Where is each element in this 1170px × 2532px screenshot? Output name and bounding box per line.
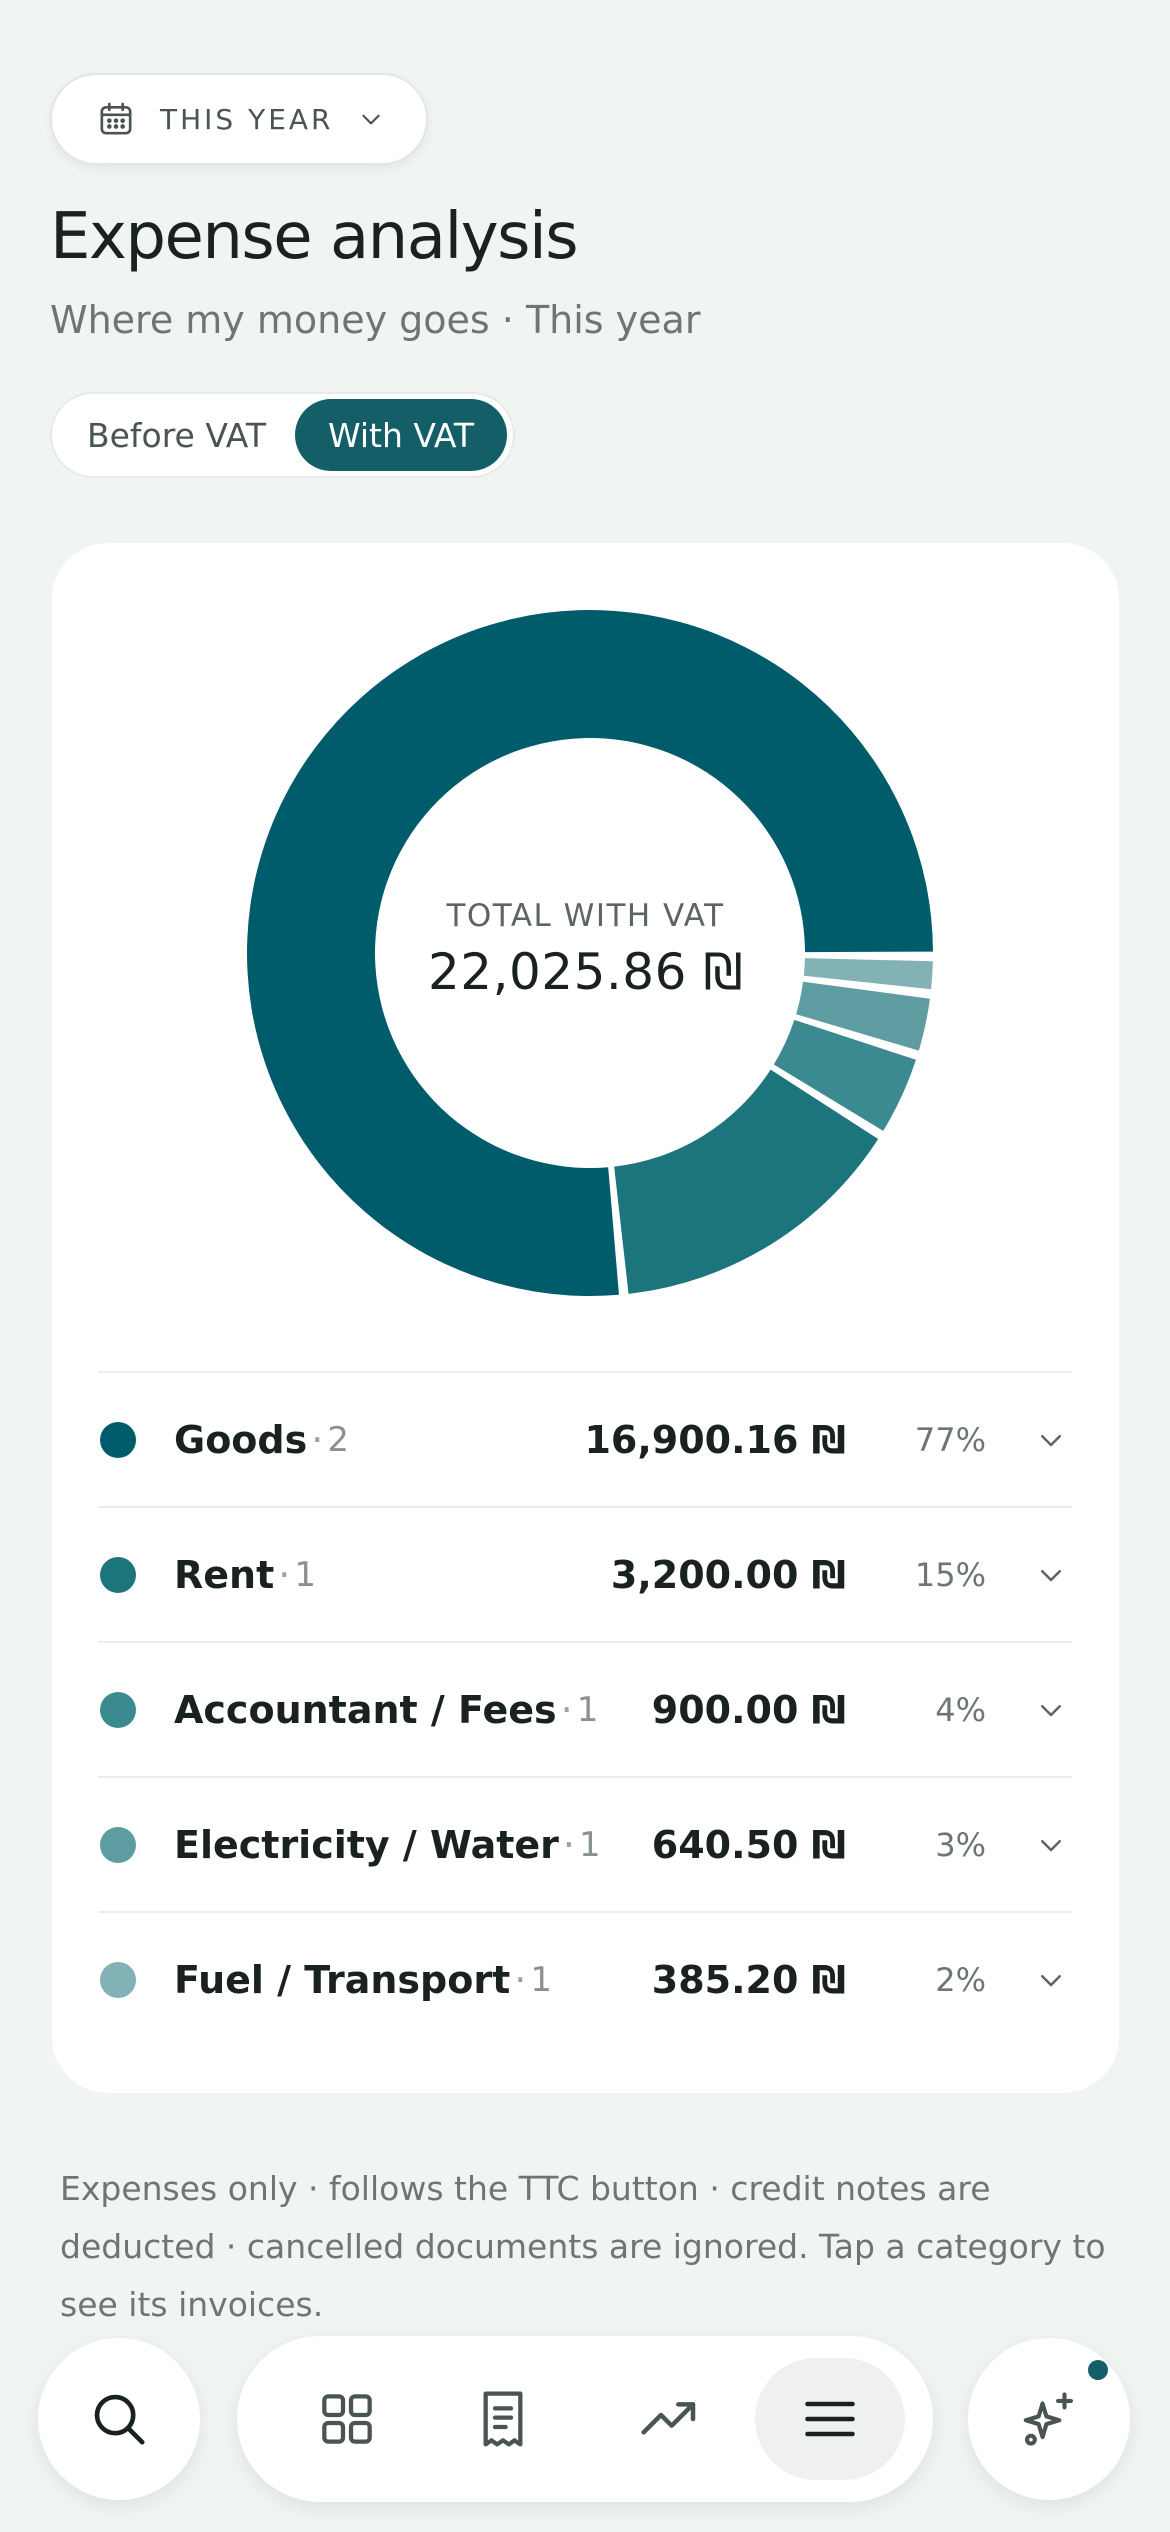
category-amount: 16,900.16 ₪ [584,1417,846,1462]
chevron-down-icon [361,114,380,125]
category-color-dot [100,1556,136,1593]
category-name: Rent [174,1552,275,1597]
trend-icon [641,2402,696,2435]
total-value: 22,025.86 ₪ [427,943,744,1001]
category-row-accountant-fees[interactable]: Accountant / Fees · 1 900.00 ₪ 4% [98,1641,1072,1776]
category-amount: 900.00 ₪ [651,1687,846,1732]
category-amount: 640.50 ₪ [651,1822,846,1867]
expense-breakdown-card: TOTAL WITH VAT 22,025.86 ₪ Goods · 2 16,90… [52,543,1119,2093]
chevron-down-icon[interactable] [1036,1695,1066,1725]
category-color-dot [100,1961,136,1998]
period-label: THIS YEAR [160,102,334,136]
category-list: Goods · 2 16,900.16 ₪ 77% Rent · 1 3,200.00 … [98,1371,1072,2046]
category-name: Electricity / Water [174,1822,559,1867]
footnote: Expenses only · follows the TTC button ·… [60,2169,1106,2324]
nav-invoices[interactable] [428,2358,578,2480]
category-color-dot [100,1826,136,1863]
category-color-dot [100,1691,136,1728]
category-row-electricity-water[interactable]: Electricity / Water · 1 640.50 ₪ 3% [98,1776,1072,1911]
chevron-down-icon[interactable] [1036,1560,1066,1590]
nav-dashboard[interactable] [272,2358,422,2480]
category-amount: 3,200.00 ₪ [610,1552,846,1597]
category-amount: 385.20 ₪ [651,1957,846,2002]
search-button[interactable] [38,2338,200,2500]
donut-slice-fuel-transport[interactable] [803,958,933,990]
nav-menu[interactable] [755,2358,905,2480]
category-count: 1 [294,1554,316,1595]
category-name: Fuel / Transport [174,1957,511,2002]
category-count: 1 [576,1689,599,1730]
donut-slice-rent[interactable] [614,1069,879,1294]
category-row-goods[interactable]: Goods · 2 16,900.16 ₪ 77% [98,1371,1072,1506]
category-percent: 15% [914,1555,986,1594]
category-percent: 4% [935,1690,986,1729]
category-percent: 2% [935,1960,986,1999]
donut-slice-electricity-water[interactable] [796,981,930,1051]
dashboard-icon [322,2394,372,2444]
expense-donut-chart [247,610,933,1296]
category-row-fuel-transport[interactable]: Fuel / Transport · 1 385.20 ₪ 2% [98,1911,1072,2046]
donut-slice-goods[interactable] [247,610,933,1296]
calendar-icon [100,102,132,135]
nav-analytics[interactable] [594,2358,744,2480]
page-subtitle: Where my money goes · This year [50,298,701,342]
category-color-dot [100,1421,136,1458]
chevron-down-icon[interactable] [1036,1425,1066,1455]
category-count: 1 [530,1959,553,2000]
donut-slice-accountant-fees[interactable] [773,1019,916,1131]
category-count: 2 [327,1419,349,1460]
total-label: TOTAL WITH VAT [446,898,725,934]
category-count: 1 [579,1824,601,1865]
page-title: Expense analysis [50,200,579,274]
ai-assistant-button[interactable] [968,2338,1130,2500]
category-percent: 3% [935,1825,986,1864]
chevron-down-icon[interactable] [1036,1965,1066,1995]
category-percent: 77% [914,1420,986,1459]
chevron-down-icon[interactable] [1036,1830,1066,1860]
menu-icon [805,2401,855,2437]
vat-toggle: Before VAT With VAT [50,392,515,478]
receipt-icon [483,2391,523,2447]
period-selector[interactable]: THIS YEAR [50,73,428,165]
before-vat-option[interactable]: Before VAT [86,415,266,455]
category-name: Goods [174,1417,308,1462]
category-row-rent[interactable]: Rent · 1 3,200.00 ₪ 15% [98,1506,1072,1641]
notification-dot [1088,2360,1108,2380]
with-vat-option[interactable]: With VAT [294,399,507,471]
search-icon [94,2394,145,2445]
sparkle-icon [1023,2392,1074,2446]
bottom-nav [237,2336,933,2502]
category-name: Accountant / Fees [174,1687,557,1732]
